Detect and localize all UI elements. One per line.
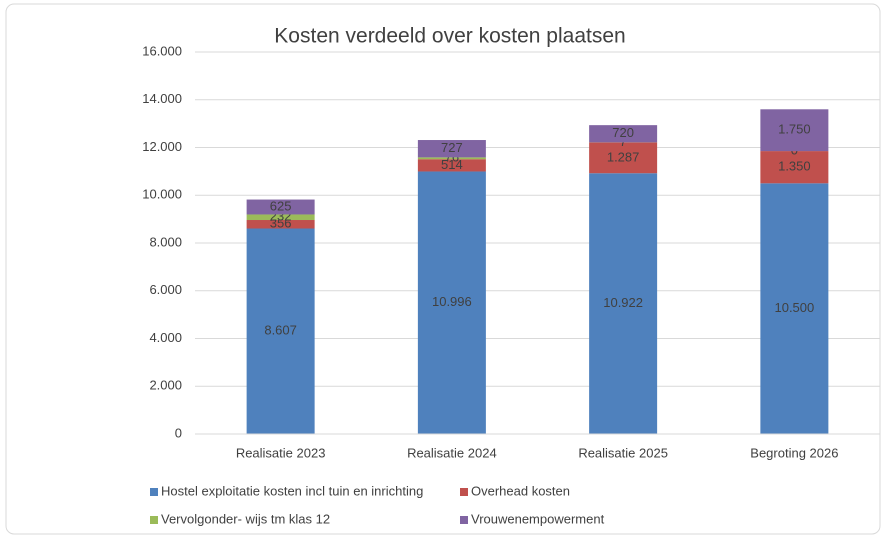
data-label: 514 (441, 157, 463, 172)
y-tick-label: 8.000 (149, 234, 182, 249)
data-label: 10.922 (603, 295, 643, 310)
y-tick-label: 0 (175, 425, 182, 440)
legend-label: Vervolgonder- wijs tm klas 12 (161, 511, 330, 526)
legend-label: Vrouwenempowerment (471, 511, 605, 526)
bar-segment (417, 159, 486, 172)
legend-swatch (150, 516, 158, 524)
y-tick-label: 2.000 (149, 378, 182, 393)
chart-title: Kosten verdeeld over kosten plaatsen (274, 25, 625, 48)
bar-segment (417, 140, 486, 158)
bar-segment (246, 214, 315, 221)
data-label: 10.996 (432, 294, 472, 309)
x-tick-label: Realisatie 2023 (236, 445, 326, 460)
data-label: 10.500 (774, 300, 814, 315)
bar-segment (760, 151, 829, 184)
x-tick-label: Realisatie 2025 (578, 445, 668, 460)
legend-swatch (150, 488, 158, 496)
data-label: 727 (441, 140, 463, 155)
bar-segment (760, 183, 829, 434)
data-label: 720 (612, 125, 634, 140)
data-label: 625 (270, 198, 292, 213)
data-label: 8.607 (264, 323, 297, 338)
bar-segment (417, 171, 486, 434)
legend-swatch (460, 516, 468, 524)
bar-segment (589, 125, 658, 143)
legend-label: Overhead kosten (471, 483, 570, 498)
legend-swatch (460, 488, 468, 496)
data-label: 1.350 (778, 159, 811, 174)
data-label: 1.750 (778, 122, 811, 137)
y-tick-label: 6.000 (149, 282, 182, 297)
bar-segment (589, 173, 658, 434)
bar-segment (246, 228, 315, 434)
bar-segment (246, 220, 315, 229)
y-tick-label: 12.000 (142, 139, 182, 154)
bar-segment (589, 142, 658, 174)
data-label: 1.287 (607, 149, 640, 164)
y-tick-label: 14.000 (142, 91, 182, 106)
bar-segment (760, 109, 829, 152)
bar-segment (417, 157, 486, 160)
y-tick-label: 16.000 (142, 43, 182, 58)
y-tick-label: 4.000 (149, 330, 182, 345)
y-tick-label: 10.000 (142, 187, 182, 202)
x-tick-label: Begroting 2026 (750, 445, 838, 460)
x-tick-label: Realisatie 2024 (407, 445, 497, 460)
bar-segment (246, 199, 315, 215)
legend-label: Hostel exploitatie kosten incl tuin en i… (161, 483, 423, 498)
